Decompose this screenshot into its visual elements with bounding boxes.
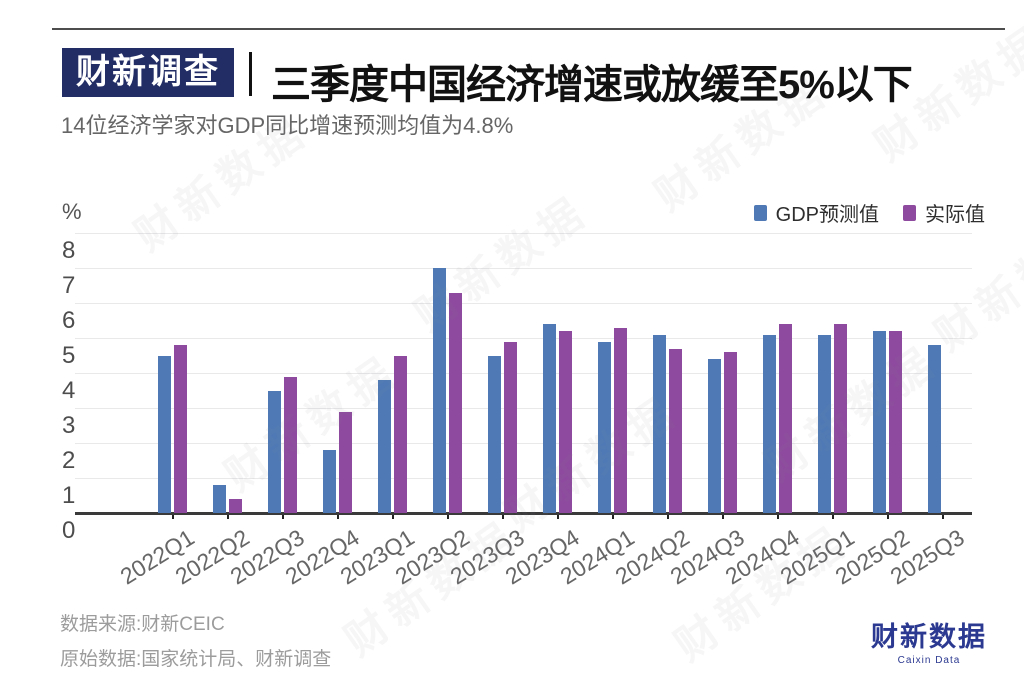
x-tick-mark-2025Q1 xyxy=(831,515,834,519)
raw-data-note: 原始数据:国家统计局、财新调查 xyxy=(60,649,332,670)
bar-forecast-2024Q3 xyxy=(708,359,721,513)
bar-actual-2025Q1 xyxy=(834,324,847,513)
bar-actual-2022Q2 xyxy=(229,499,242,513)
bar-actual-2023Q3 xyxy=(504,341,517,513)
bar-forecast-2022Q4 xyxy=(323,450,336,513)
bar-forecast-2023Q1 xyxy=(378,380,391,513)
bar-actual-2022Q3 xyxy=(284,376,297,513)
bar-forecast-2023Q2 xyxy=(433,268,446,513)
bar-actual-2023Q2 xyxy=(449,292,462,513)
page-title: 三季度中国经济增速或放缓至5%以下 xyxy=(271,63,913,107)
bar-forecast-2025Q3 xyxy=(928,345,941,513)
x-axis-line xyxy=(75,512,972,515)
bar-forecast-2025Q2 xyxy=(873,331,886,513)
bar-forecast-2022Q3 xyxy=(268,390,281,513)
watermark-text-1: 财新数据 xyxy=(406,186,598,340)
bar-forecast-2023Q3 xyxy=(488,355,501,513)
bar-actual-2022Q4 xyxy=(339,411,352,513)
bar-actual-2022Q1 xyxy=(174,345,187,513)
x-tick-mark-2023Q3 xyxy=(501,515,504,519)
gridline-1 xyxy=(75,478,972,479)
y-tick-label-5: 5 xyxy=(62,342,76,369)
gridline-3 xyxy=(75,408,972,409)
legend-swatch-actual xyxy=(903,204,916,221)
bar-forecast-2022Q2 xyxy=(213,485,226,513)
gridline-8 xyxy=(75,233,972,234)
bar-forecast-2023Q4 xyxy=(543,324,556,513)
x-tick-mark-2022Q3 xyxy=(281,515,284,519)
y-tick-label-1: 1 xyxy=(62,482,76,509)
bar-actual-2024Q4 xyxy=(779,324,792,513)
bar-actual-2024Q3 xyxy=(724,352,737,513)
x-tick-mark-2024Q4 xyxy=(776,515,779,519)
legend-item-forecast: GDP预测值 xyxy=(753,198,879,227)
y-tick-label-3: 3 xyxy=(62,412,76,439)
bar-forecast-2024Q4 xyxy=(763,334,776,513)
gridline-6 xyxy=(75,303,972,304)
bar-forecast-2024Q2 xyxy=(653,334,666,513)
caixin-data-logo: 财新数据 Caixin Data xyxy=(866,615,992,666)
page-subtitle: 14位经济学家对GDP同比增速预测均值为4.8% xyxy=(61,113,514,138)
gridline-7 xyxy=(75,268,972,269)
bar-actual-2024Q2 xyxy=(669,348,682,513)
x-tick-mark-2022Q1 xyxy=(171,515,174,519)
x-tick-mark-2024Q2 xyxy=(666,515,669,519)
x-tick-mark-2025Q2 xyxy=(886,515,889,519)
watermark-text-3: 财新数据 xyxy=(866,16,1024,170)
y-tick-label-6: 6 xyxy=(62,307,76,334)
logo-subtext: Caixin Data xyxy=(897,655,961,666)
legend-label-actual: 实际值 xyxy=(925,204,985,226)
y-tick-label-2: 2 xyxy=(62,447,76,474)
logo-name: 财新数据 xyxy=(871,622,987,652)
x-tick-mark-2024Q3 xyxy=(721,515,724,519)
y-tick-label-8: 8 xyxy=(62,237,76,264)
legend-swatch-forecast xyxy=(753,204,767,221)
data-source-note: 数据来源:财新CEIC xyxy=(60,614,225,635)
watermark-text-0: 财新数据 xyxy=(126,106,318,260)
x-tick-mark-2025Q3 xyxy=(941,515,944,519)
title-separator xyxy=(249,52,252,96)
x-tick-mark-2023Q4 xyxy=(556,515,559,519)
bar-forecast-2022Q1 xyxy=(158,355,171,513)
bar-forecast-2024Q1 xyxy=(598,341,611,513)
gridline-4 xyxy=(75,373,972,374)
x-tick-mark-2022Q4 xyxy=(336,515,339,519)
y-tick-label-0: 0 xyxy=(62,517,76,544)
badge-caixin-survey: 财新调查 xyxy=(62,48,234,97)
chart-legend: GDP预测值 实际值 xyxy=(753,198,985,227)
legend-item-actual: 实际值 xyxy=(903,198,985,227)
gridline-5 xyxy=(75,338,972,339)
gridline-2 xyxy=(75,443,972,444)
watermark-text-2: 财新数据 xyxy=(646,66,838,220)
bar-actual-2025Q2 xyxy=(889,331,902,513)
legend-label-forecast: GDP预测值 xyxy=(775,204,879,226)
x-tick-mark-2023Q2 xyxy=(446,515,449,519)
bar-forecast-2025Q1 xyxy=(818,334,831,513)
y-tick-label-7: 7 xyxy=(62,272,76,299)
x-tick-mark-2022Q2 xyxy=(226,515,229,519)
bar-actual-2023Q4 xyxy=(559,331,572,513)
bar-actual-2024Q1 xyxy=(614,327,627,513)
top-divider-rule xyxy=(52,28,1005,30)
y-tick-label-4: 4 xyxy=(62,377,76,404)
x-tick-mark-2024Q1 xyxy=(611,515,614,519)
bar-actual-2023Q1 xyxy=(394,355,407,513)
x-tick-mark-2023Q1 xyxy=(391,515,394,519)
y-axis-unit-label: % xyxy=(62,199,82,224)
